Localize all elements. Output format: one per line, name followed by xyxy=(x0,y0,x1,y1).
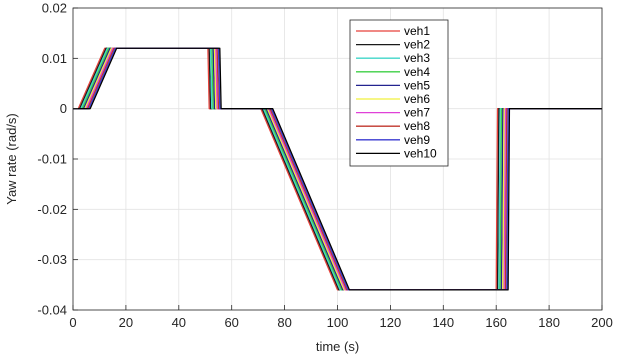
x-tick-label: 20 xyxy=(119,315,133,330)
legend-box xyxy=(349,19,449,167)
y-tick-label: -0.04 xyxy=(37,303,67,318)
x-tick-label: 120 xyxy=(380,315,402,330)
legend-label-veh4: veh4 xyxy=(404,65,430,79)
x-tick-label: 200 xyxy=(591,315,613,330)
legend-label-veh3: veh3 xyxy=(404,51,430,65)
y-tick-label: -0.03 xyxy=(37,252,67,267)
legend-label-veh8: veh8 xyxy=(404,119,430,133)
axis-ticks: 0 20 40 60 80 100 120 140 160 180 2000.020.010-0.0… xyxy=(37,1,612,331)
x-tick-label: 140 xyxy=(432,315,454,330)
legend: veh1veh2veh3veh4veh5veh6veh7veh8veh9veh1… xyxy=(349,19,449,167)
y-tick-label: -0.01 xyxy=(37,152,67,167)
legend-label-veh2: veh2 xyxy=(404,38,430,52)
y-axis-label: Yaw rate (rad/s) xyxy=(4,113,19,205)
legend-label-veh1: veh1 xyxy=(404,24,430,38)
y-tick-label: 0.02 xyxy=(42,1,67,16)
x-axis-label: time (s) xyxy=(316,339,359,354)
x-tick-label: 160 xyxy=(485,315,507,330)
x-tick-label: 80 xyxy=(277,315,291,330)
legend-label-veh7: veh7 xyxy=(404,106,430,120)
series-line-veh10 xyxy=(73,47,602,291)
y-tick-label: 0.01 xyxy=(42,51,67,66)
legend-label-veh6: veh6 xyxy=(404,92,430,106)
x-tick-label: 180 xyxy=(538,315,560,330)
y-tick-label: -0.02 xyxy=(37,202,67,217)
legend-label-veh9: veh9 xyxy=(404,133,430,147)
x-tick-label: 40 xyxy=(172,315,186,330)
legend-label-veh10: veh10 xyxy=(404,146,437,160)
x-tick-label: 0 xyxy=(69,315,76,330)
y-tick-label: 0 xyxy=(60,101,67,116)
series-lines xyxy=(73,47,602,291)
x-tick-label: 60 xyxy=(224,315,238,330)
x-tick-label: 100 xyxy=(327,315,349,330)
legend-label-veh5: veh5 xyxy=(404,78,430,92)
